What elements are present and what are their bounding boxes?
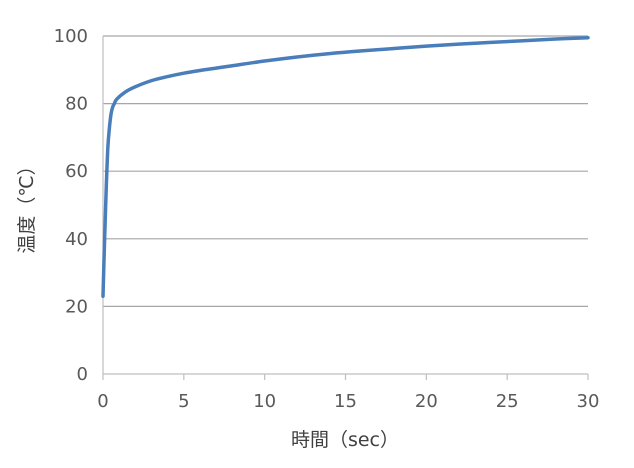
x-tick-label: 20 (415, 391, 438, 412)
x-tick-label: 5 (178, 391, 189, 412)
y-tick-label: 20 (65, 296, 88, 317)
y-tick-label: 80 (65, 94, 88, 115)
grid-lines (103, 35, 588, 307)
x-tick-label: 15 (334, 391, 357, 412)
y-tick-label: 40 (65, 229, 88, 250)
x-tick-label: 25 (496, 391, 519, 412)
y-tick-label: 60 (65, 161, 88, 182)
y-axis-title: 温度（℃） (16, 156, 38, 253)
x-tick-label: 30 (577, 391, 600, 412)
axes (102, 36, 589, 380)
x-tick-label: 10 (253, 391, 276, 412)
y-tick-label: 100 (54, 26, 88, 47)
x-axis-title: 時間（sec） (291, 429, 399, 451)
series-line-temperature (101, 35, 590, 299)
y-tick-labels: 0 20 40 60 80 100 (54, 26, 88, 385)
y-tick-label: 0 (77, 364, 88, 385)
x-tick-labels: 0 5 10 15 20 25 30 (97, 391, 599, 412)
x-tick-label: 0 (97, 391, 108, 412)
